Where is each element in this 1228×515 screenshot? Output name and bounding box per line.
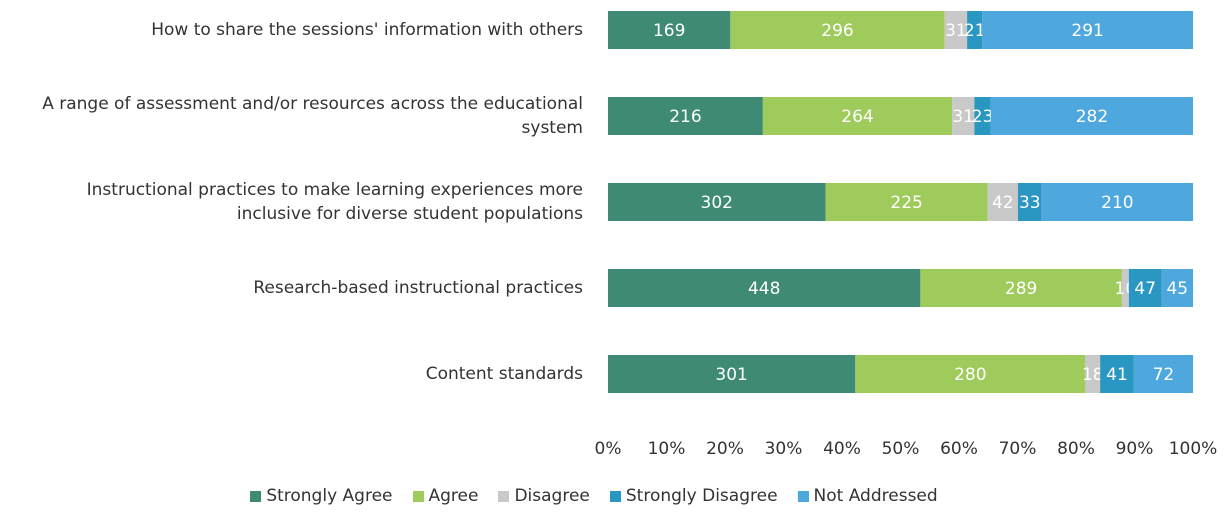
bar-segment	[855, 355, 1086, 393]
legend-swatch	[412, 490, 424, 502]
bar-segment	[730, 11, 945, 49]
data-label: 296	[821, 21, 853, 41]
bar-segment	[825, 183, 988, 221]
data-label: 280	[954, 365, 986, 385]
x-tick-label: 90%	[1116, 439, 1154, 459]
data-label: 31	[945, 21, 967, 41]
category-label: Instructional practices to make learning…	[86, 180, 583, 224]
x-tick-label: 60%	[940, 439, 978, 459]
legend-item: Not Addressed	[797, 486, 938, 506]
data-label: 216	[669, 107, 701, 127]
category-label: Content standards	[425, 364, 583, 384]
bar-segment	[1085, 355, 1101, 393]
bar-segment	[987, 183, 1018, 221]
bar-segment	[762, 97, 953, 135]
data-label: 18	[1082, 365, 1104, 385]
data-label: 169	[653, 21, 685, 41]
x-tick-label: 100%	[1169, 439, 1218, 459]
legend-swatch	[250, 490, 262, 502]
data-label: 42	[992, 193, 1014, 213]
bar-segment	[920, 269, 1122, 307]
data-label: 448	[748, 279, 780, 299]
bar-segment	[608, 183, 826, 221]
bar-segment	[1133, 355, 1193, 393]
x-tick-label: 20%	[706, 439, 744, 459]
x-tick-label: 50%	[882, 439, 920, 459]
legend-swatch	[797, 490, 809, 502]
data-label: 301	[715, 365, 747, 385]
data-label: 302	[701, 193, 733, 213]
bar-segment	[1161, 269, 1193, 307]
legend-swatch	[609, 490, 621, 502]
data-label: 41	[1106, 365, 1128, 385]
bar-segment	[608, 11, 731, 49]
data-label: 31	[952, 107, 974, 127]
bar-segment	[1121, 269, 1129, 307]
data-label: 291	[1071, 21, 1103, 41]
x-tick-label: 10%	[648, 439, 686, 459]
x-tick-label: 30%	[765, 439, 803, 459]
bar-segment	[608, 355, 856, 393]
legend-item: Agree	[412, 486, 479, 506]
legend-label: Strongly Agree	[266, 486, 393, 506]
x-tick-label: 40%	[823, 439, 861, 459]
legend-item: Strongly Disagree	[609, 486, 778, 506]
category-label: How to share the sessions' information w…	[151, 20, 583, 40]
data-label: 72	[1153, 365, 1175, 385]
category-label: A range of assessment and/or resources a…	[42, 94, 583, 138]
data-label: 210	[1101, 193, 1133, 213]
bar-segment	[974, 97, 991, 135]
bar-segment	[982, 11, 1193, 49]
bar-segment	[990, 97, 1193, 135]
legend-label: Not Addressed	[813, 486, 938, 506]
data-label: 23	[972, 107, 994, 127]
legend-item: Strongly Agree	[250, 486, 393, 506]
bar-segment	[952, 97, 975, 135]
bar-segment	[1128, 269, 1162, 307]
legend-item: Disagree	[498, 486, 590, 506]
x-tick-label: 70%	[999, 439, 1037, 459]
legend-label: Disagree	[514, 486, 590, 506]
data-label: 47	[1134, 279, 1156, 299]
bar-segment	[1100, 355, 1134, 393]
data-label: 21	[964, 21, 986, 41]
data-label: 33	[1019, 193, 1041, 213]
data-label: 225	[890, 193, 922, 213]
category-label: Research-based instructional practices	[253, 278, 583, 298]
legend-label: Strongly Disagree	[625, 486, 778, 506]
bar-segment	[944, 11, 968, 49]
data-label: 282	[1076, 107, 1108, 127]
legend-swatch	[498, 490, 510, 502]
legend-label: Agree	[428, 486, 479, 506]
bar-segment	[1017, 183, 1042, 221]
data-label: 289	[1005, 279, 1037, 299]
legend: Strongly Agree Agree Disagree Strongly Disa…	[0, 486, 1228, 506]
bar-segment	[967, 11, 983, 49]
x-tick-label: 80%	[1057, 439, 1095, 459]
bar-segment	[608, 97, 763, 135]
bar-segment	[1041, 183, 1193, 221]
bar-segment	[608, 269, 921, 307]
data-label: 45	[1166, 279, 1188, 299]
data-label: 264	[841, 107, 873, 127]
x-tick-label: 0%	[595, 439, 622, 459]
